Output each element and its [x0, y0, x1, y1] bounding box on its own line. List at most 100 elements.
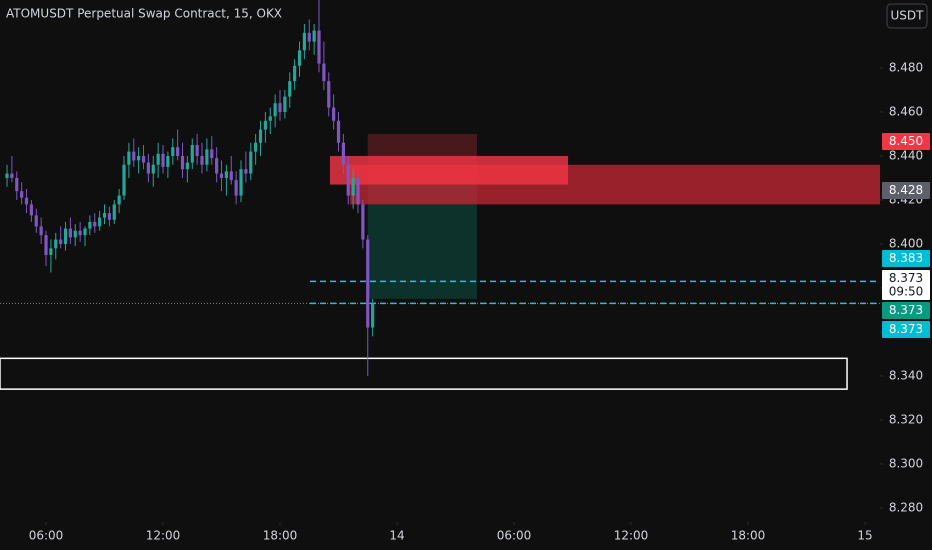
candle-body — [249, 151, 253, 174]
candle-body — [59, 239, 63, 244]
x-tick-label: 14 — [389, 529, 404, 543]
candle-body — [93, 221, 97, 227]
candle-body — [351, 177, 355, 196]
candle-body — [68, 228, 72, 238]
candle-body — [151, 164, 155, 174]
price-label-text: 8.383 — [889, 251, 923, 265]
x-tick-label: 06:00 — [497, 529, 532, 543]
candle-body — [180, 155, 185, 170]
price-label-text: 8.373 — [889, 271, 923, 285]
x-tick-label: 18:00 — [263, 529, 298, 543]
candle-body — [341, 142, 345, 165]
candle-body — [141, 155, 146, 163]
price-label-text: 8.373 — [889, 322, 923, 336]
candle-body — [24, 197, 29, 205]
candle-body — [112, 204, 116, 220]
candle-body — [234, 180, 238, 196]
candle-body — [63, 228, 68, 244]
candle-body — [34, 215, 38, 227]
currency-button[interactable] — [886, 3, 928, 29]
candle-body — [146, 162, 150, 174]
candle-body — [102, 213, 107, 218]
candle-body — [78, 230, 82, 236]
candle-body — [215, 158, 219, 174]
x-tick-label: 18:00 — [731, 529, 766, 543]
candle-body — [10, 173, 14, 178]
price-label-countdown: 09:50 — [889, 285, 924, 299]
candle-body — [336, 120, 341, 143]
candle-body — [195, 144, 199, 156]
candle-body — [49, 248, 53, 255]
candle-body — [117, 195, 121, 205]
candle-body — [44, 235, 48, 255]
candle-body — [356, 177, 360, 205]
x-tick-label: 15 — [857, 529, 872, 543]
candle-body — [185, 162, 189, 170]
x-tick-label: 12:00 — [614, 529, 649, 543]
candle-body — [361, 204, 365, 240]
candle-body — [254, 142, 258, 152]
candle-body — [322, 63, 326, 82]
price-label-box — [882, 302, 930, 319]
y-tick-label: 8.300 — [889, 456, 923, 470]
candle-body — [122, 164, 126, 196]
candle-body — [312, 30, 316, 42]
x-tick-label: 06:00 — [29, 529, 64, 543]
candle-body — [190, 144, 194, 163]
price-label-box — [882, 182, 930, 199]
price-label-text: 8.428 — [889, 183, 923, 197]
candle-body — [293, 65, 297, 82]
y-tick-label: 8.400 — [889, 236, 923, 250]
candle-body — [132, 151, 136, 161]
candle-body — [307, 32, 311, 42]
candle-body — [332, 107, 336, 121]
candle-body — [371, 303, 375, 328]
price-label-box — [882, 321, 930, 338]
price-label: 8.428 — [882, 182, 930, 199]
candle-body — [219, 173, 224, 178]
candle-body — [346, 164, 350, 196]
candle-body — [297, 50, 302, 66]
candle-body — [20, 191, 24, 198]
candle-body — [137, 155, 141, 161]
candle-body — [156, 153, 160, 165]
candle-body — [83, 228, 87, 236]
candle-body — [73, 230, 77, 238]
candle-body — [107, 213, 111, 220]
price-label-box — [882, 250, 930, 267]
price-label-box — [882, 270, 930, 300]
price-label: 8.383 — [882, 250, 930, 267]
price-label: 8.450 — [882, 133, 930, 150]
candle-body — [98, 217, 102, 227]
y-tick-label: 8.280 — [889, 500, 923, 514]
price-label-box — [882, 133, 930, 150]
candle-body — [88, 221, 92, 229]
candle-body — [176, 147, 180, 156]
candle-body — [263, 120, 267, 130]
currency-label[interactable]: USDT — [891, 9, 925, 23]
candle-body — [283, 96, 287, 112]
candle-body — [229, 171, 233, 181]
candle-body — [54, 239, 58, 249]
price-label-text: 8.450 — [889, 134, 923, 148]
candle-body — [5, 173, 9, 178]
y-tick-label: 8.320 — [889, 412, 923, 426]
candle-body — [317, 30, 321, 64]
chart-title: ATOMUSDT Perpetual Swap Contract, 15, OK… — [6, 7, 282, 21]
price-label: 8.373 — [882, 321, 930, 338]
candle-body — [224, 171, 228, 178]
candle-body — [166, 155, 170, 167]
candle-body — [15, 177, 19, 192]
candle-body — [327, 81, 331, 108]
candle-body — [161, 153, 165, 167]
y-tick-label: 8.340 — [889, 368, 923, 382]
candle-body — [258, 129, 263, 143]
candle-body — [29, 204, 33, 216]
candle-body — [205, 149, 209, 165]
candle-body — [244, 169, 248, 174]
